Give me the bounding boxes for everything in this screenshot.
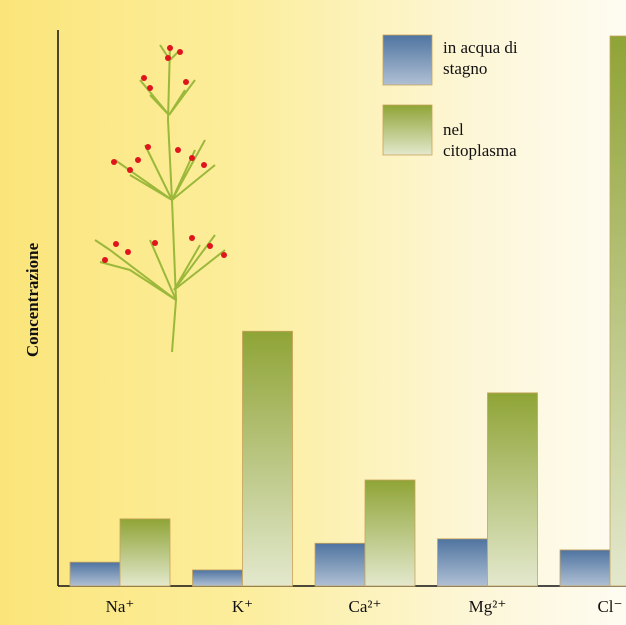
bar <box>487 392 538 587</box>
x-tick-label: Mg²⁺ <box>469 597 507 616</box>
bar <box>364 479 416 587</box>
bar <box>242 330 293 587</box>
bar <box>437 538 488 587</box>
x-tick-label: Ca²⁺ <box>349 597 382 616</box>
plant-illustration <box>94 44 226 353</box>
bar <box>119 518 171 587</box>
bar <box>69 561 121 587</box>
bar <box>559 549 611 587</box>
bar <box>314 542 366 587</box>
x-tick-label: Cl⁻ <box>597 597 622 616</box>
legend-swatch <box>382 34 433 86</box>
bar <box>192 569 243 587</box>
x-tick-label: K⁺ <box>232 597 253 616</box>
legend-label: nel citoplasma <box>443 120 517 160</box>
legend-label: in acqua di stagno <box>443 38 518 78</box>
x-tick-label: Na⁺ <box>106 597 135 616</box>
plant-flowers <box>102 45 227 263</box>
bar <box>609 35 626 587</box>
y-axis-label: Concentrazione <box>23 242 42 357</box>
legend-swatch <box>382 104 433 156</box>
